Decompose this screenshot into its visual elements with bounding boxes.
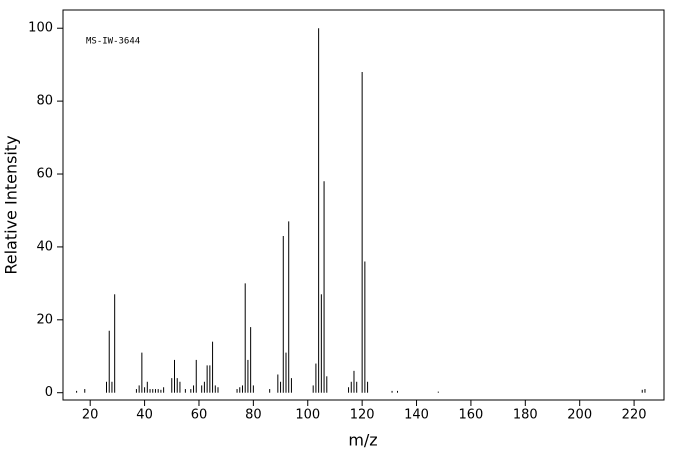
y-tick-label: 60 [36, 167, 53, 182]
x-tick-label: 20 [82, 408, 99, 423]
y-tick-label: 20 [36, 312, 53, 327]
y-tick-label: 0 [45, 385, 53, 400]
x-tick-label: 220 [622, 408, 647, 423]
x-tick-label: 140 [404, 408, 429, 423]
x-tick-label: 60 [191, 408, 208, 423]
x-tick-label: 160 [459, 408, 484, 423]
y-tick-label: 40 [36, 239, 53, 254]
plot-frame [62, 9, 665, 401]
x-tick-label: 40 [136, 408, 153, 423]
x-tick-label: 120 [350, 408, 375, 423]
x-tick-label: 200 [567, 408, 592, 423]
y-tick-label: 80 [36, 94, 53, 109]
x-tick-label: 100 [295, 408, 320, 423]
annotation: MS-IW-3644 [86, 37, 140, 47]
x-tick-label: 80 [245, 408, 262, 423]
x-tick-label: 180 [513, 408, 538, 423]
y-axis-label: Relative Intensity [2, 135, 21, 274]
x-axis-label: m/z [348, 431, 377, 450]
y-tick-label: 100 [28, 21, 53, 36]
